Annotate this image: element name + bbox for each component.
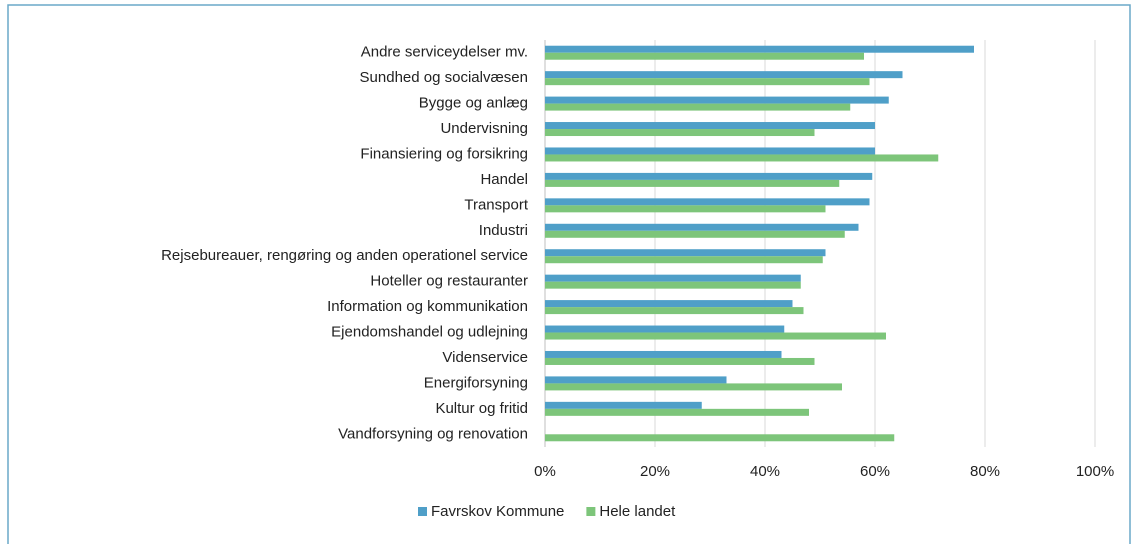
bar [545, 96, 889, 104]
bar [545, 281, 801, 289]
legend-swatch [586, 507, 596, 516]
x-tick-label: 20% [640, 463, 670, 480]
x-tick-label: 100% [1076, 463, 1114, 480]
y-tick-label: Andre serviceydelser mv. [361, 44, 528, 61]
y-tick-label: Transport [464, 196, 528, 213]
bar [545, 78, 870, 86]
bar [545, 205, 826, 213]
y-tick-label: Rejsebureauer, rengøring og anden operat… [161, 247, 528, 264]
bar [545, 256, 823, 264]
bar [545, 71, 903, 79]
bar [545, 179, 840, 187]
y-tick-label: Ejendomshandel og udlejning [331, 324, 528, 341]
y-tick-label: Sundhed og socialvæsen [360, 69, 528, 86]
x-tick-label: 60% [860, 463, 890, 480]
bar [545, 223, 859, 231]
bar [545, 172, 873, 180]
bar [545, 383, 842, 391]
bar [545, 408, 809, 416]
y-tick-label: Energiforsyning [424, 374, 528, 391]
bar [545, 357, 815, 365]
bar [545, 198, 870, 206]
y-tick-label: Industri [479, 222, 528, 239]
y-tick-label: Kultur og fritid [435, 400, 528, 417]
bar [545, 434, 895, 442]
legend-swatch [418, 507, 427, 516]
y-tick-label: Undervisning [440, 120, 528, 137]
y-tick-label: Handel [480, 171, 528, 188]
bar [545, 307, 804, 315]
bar [545, 147, 875, 155]
bar [545, 376, 727, 384]
bar [545, 154, 939, 162]
bar [545, 103, 851, 111]
bar [545, 230, 845, 238]
y-tick-label: Videnservice [442, 349, 528, 366]
bar [545, 350, 782, 358]
y-tick-label: Vandforsyning og renovation [338, 425, 528, 442]
x-tick-label: 80% [970, 463, 1000, 480]
bar [545, 401, 702, 409]
frame [7, 4, 1131, 544]
bar [545, 300, 793, 308]
y-tick-label: Hoteller og restauranter [370, 273, 528, 290]
y-tick-label: Information og kommunikation [327, 298, 528, 315]
bar [545, 52, 864, 60]
legend-label: Hele landet [599, 503, 676, 520]
x-tick-label: 40% [750, 463, 780, 480]
bar [545, 45, 974, 53]
x-tick-label: 0% [534, 463, 556, 480]
bar [545, 129, 815, 137]
y-tick-label: Finansiering og forsikring [360, 145, 528, 162]
bar [545, 122, 875, 130]
bar [545, 274, 801, 282]
y-tick-label: Bygge og anlæg [419, 95, 528, 112]
bar [545, 325, 785, 333]
bar [545, 249, 826, 257]
legend-label: Favrskov Kommune [431, 503, 564, 520]
bar [545, 332, 886, 340]
